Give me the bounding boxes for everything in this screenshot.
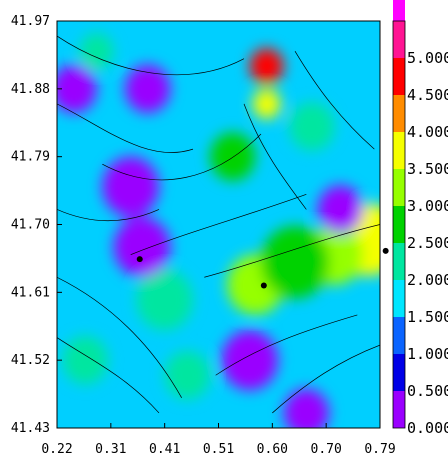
y-tick-label-5: 41.88 (11, 82, 50, 97)
station-point-1 (260, 282, 267, 289)
colorbar-swatch-6 (393, 169, 405, 206)
colorbar-swatch-3 (393, 280, 405, 317)
colorbar-swatch-5 (393, 206, 405, 243)
colorbar-swatch-8 (393, 95, 405, 132)
x-tick-label-5: 0.70 (311, 442, 342, 457)
colorbar-label-5: 2.500 (407, 234, 448, 252)
streamline-3 (130, 194, 307, 255)
contour-field (57, 33, 380, 428)
field-hotspot-7 (289, 102, 335, 151)
streamline-8 (272, 344, 380, 414)
streamline-10 (294, 50, 375, 150)
x-tick-label-0: 0.22 (41, 442, 72, 457)
colorbar: 0.000 0.500 1.000 1.500 2.000 2.500 3.000 3.500… (392, 0, 448, 437)
field-hotspot-10 (62, 336, 108, 385)
streamline-5 (57, 276, 182, 399)
field-hotspot-12 (102, 156, 159, 217)
station-markers (136, 247, 389, 289)
colorbar-swatch-7 (393, 132, 405, 169)
colorbar-label-7: 3.500 (407, 160, 448, 178)
x-tick-label-1: 0.31 (95, 442, 126, 457)
field-hotspot-6 (210, 132, 256, 181)
streamline-4 (204, 224, 380, 278)
station-point-2 (382, 247, 389, 254)
colorbar-swatch-2 (393, 317, 405, 354)
streamline-2 (102, 133, 262, 181)
colorbar-label-3: 1.500 (407, 308, 448, 326)
y-tick-label-1: 41.52 (11, 353, 50, 368)
colorbar-label-6: 3.000 (407, 197, 448, 215)
colorbar-label-10: 5.000 (407, 49, 448, 67)
colorbar-swatch-0 (393, 391, 405, 428)
colorbar-label-0: 0.000 (407, 419, 448, 437)
y-tick-label-2: 41.61 (11, 285, 50, 300)
field-hotspot-18 (57, 64, 97, 113)
field-hotspot-14 (125, 64, 171, 113)
streamline-1 (57, 103, 194, 153)
colorbar-label-9: 4.500 (407, 86, 448, 104)
field-hotspot-13 (113, 216, 171, 278)
streamlines (57, 35, 380, 414)
colorbar-frame (392, 20, 406, 429)
x-tick-label-2: 0.41 (149, 442, 180, 457)
field-hotspot-15 (221, 330, 278, 391)
axes: 0.22 0.31 0.41 0.51 0.60 0.70 0.79 41.43 41.52 41… (11, 14, 396, 457)
streamline-6 (57, 337, 160, 414)
streamline-7 (215, 314, 358, 376)
streamline-0 (57, 35, 245, 75)
colorbar-label-4: 2.000 (407, 271, 448, 289)
field-hotspot-17 (283, 388, 329, 428)
colorbar-label-1: 0.500 (407, 382, 448, 400)
colorbar-label-2: 1.000 (407, 345, 448, 363)
station-point-0 (136, 256, 143, 263)
x-tick-label-3: 0.51 (203, 442, 234, 457)
field-hotspot-1 (252, 88, 281, 119)
colorbar-label-8: 4.000 (407, 123, 448, 141)
field-blobs (57, 33, 380, 428)
y-tick-label-0: 41.43 (11, 421, 50, 436)
field-hotspot-9 (164, 351, 210, 400)
field-hotspot-8 (136, 269, 194, 331)
field-hotspot-5 (261, 226, 329, 299)
field-hotspot-11 (79, 33, 114, 70)
colorbar-swatch-4 (393, 243, 405, 280)
colorbar-swatch-11 (393, 0, 405, 21)
y-tick-label-4: 41.79 (11, 150, 50, 165)
field-hotspot-16 (317, 185, 364, 234)
y-tick-label-6: 41.97 (11, 14, 50, 29)
field-hotspot-0 (249, 48, 284, 85)
streamline-11 (57, 209, 160, 221)
y-tick-label-3: 41.70 (11, 218, 50, 233)
colorbar-swatch-1 (393, 354, 405, 391)
x-tick-label-4: 0.60 (257, 442, 288, 457)
x-tick-label-6: 0.79 (364, 442, 395, 457)
streamline-9 (243, 103, 307, 210)
colorbar-swatch-10 (393, 21, 405, 58)
colorbar-swatch-9 (393, 58, 405, 95)
